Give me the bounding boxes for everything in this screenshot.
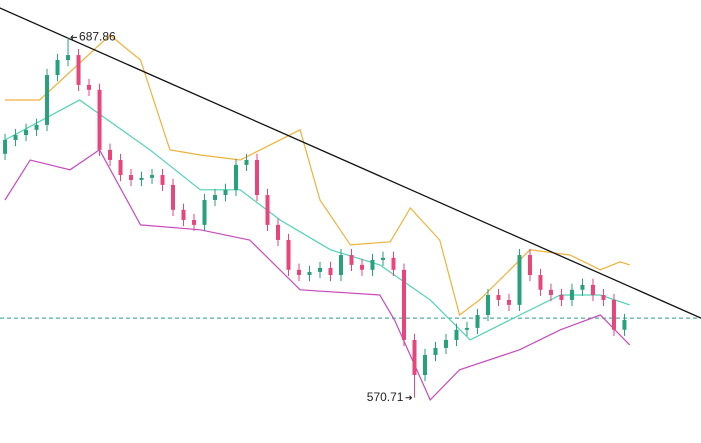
candle-body — [527, 255, 532, 276]
candle-body — [401, 269, 406, 340]
candle-body — [328, 267, 333, 276]
candle-body — [265, 195, 270, 225]
arrow — [405, 395, 413, 401]
candle-body — [13, 135, 18, 140]
low-label: 570.71 — [367, 390, 404, 404]
candle-body — [349, 255, 354, 265]
arrow — [70, 34, 78, 40]
candle-body — [380, 257, 385, 260]
candle-body — [359, 264, 364, 270]
candle-body — [548, 289, 553, 296]
candle-body — [223, 189, 228, 196]
candle-body — [454, 329, 459, 340]
band-line — [4, 148, 631, 401]
candle-body — [517, 255, 522, 305]
candle-body — [611, 299, 616, 330]
band-line — [4, 99, 630, 341]
candle-body — [202, 199, 207, 225]
candle-body — [496, 295, 501, 300]
candle-body — [160, 175, 165, 185]
candle-body — [443, 339, 448, 348]
candle-body — [139, 177, 144, 180]
candle-body — [569, 289, 574, 300]
candle-body — [464, 327, 469, 330]
candle-body — [118, 159, 123, 176]
candle-body — [559, 295, 564, 300]
candle-body — [3, 139, 8, 154]
candle-body — [255, 159, 260, 196]
candle-body — [475, 315, 480, 328]
candle-body — [76, 55, 81, 85]
band-line — [5, 34, 630, 317]
trend-line — [0, 7, 701, 319]
candle-body — [108, 149, 113, 160]
high-label: 687.86 — [79, 30, 116, 44]
candle-body — [234, 164, 239, 190]
candle-body — [171, 184, 176, 210]
candle-body — [433, 347, 438, 356]
candle-body — [150, 175, 155, 178]
candle-body — [97, 89, 102, 150]
candle-body — [297, 269, 302, 276]
candle-body — [412, 339, 417, 376]
candle-body — [213, 195, 218, 200]
candle-body — [192, 219, 197, 225]
candle-body — [538, 275, 543, 290]
candle-body — [485, 295, 490, 316]
candle-body — [307, 271, 312, 276]
candle-body — [506, 299, 511, 305]
candle-body — [276, 224, 281, 240]
candle-body — [24, 129, 29, 136]
candle-body — [55, 59, 60, 76]
candle-body — [66, 55, 71, 60]
candle-body — [244, 159, 249, 165]
candle-body — [422, 355, 427, 376]
candle-body — [391, 257, 396, 270]
candle-body — [580, 284, 585, 290]
candle-body — [370, 259, 375, 270]
candle-body — [601, 295, 606, 300]
candle-body — [87, 84, 92, 90]
candle-body — [34, 124, 39, 130]
candle-body — [318, 267, 323, 272]
candle-body — [45, 75, 50, 125]
candle-body — [286, 239, 291, 270]
candle-body — [181, 209, 186, 220]
candle-body — [129, 175, 134, 180]
candle-body — [338, 255, 343, 276]
candle-body — [590, 284, 595, 296]
candle-body — [622, 319, 627, 330]
